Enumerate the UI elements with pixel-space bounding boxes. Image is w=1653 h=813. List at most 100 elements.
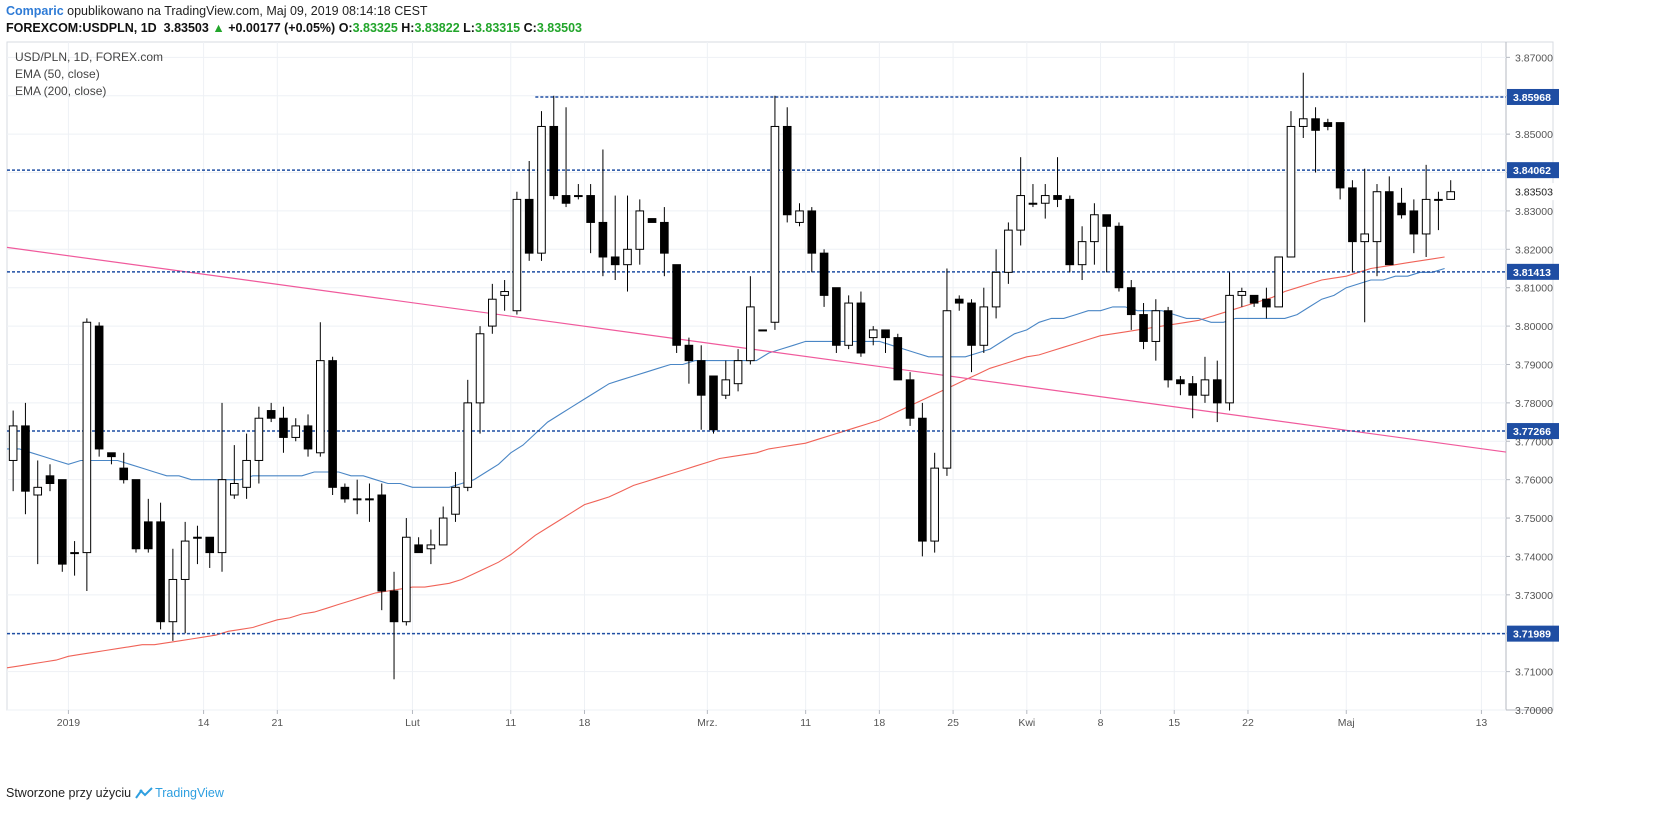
candle-body xyxy=(856,302,866,354)
candle-body xyxy=(1237,291,1247,296)
candle-body xyxy=(254,417,264,461)
price-tick-label: 3.71000 xyxy=(1515,667,1553,679)
candle-body xyxy=(463,402,473,488)
price-tick-label: 3.78000 xyxy=(1515,398,1553,410)
candle-body xyxy=(954,298,964,304)
candle-body xyxy=(180,540,190,580)
candle-body xyxy=(1053,195,1062,200)
candle-body xyxy=(574,195,583,198)
price-tick-label: 3.77000 xyxy=(1515,436,1553,448)
legend-ema200[interactable]: EMA (200, close) xyxy=(15,84,107,98)
candle-body xyxy=(1348,187,1357,243)
price-level-label: 3.85968 xyxy=(1513,92,1551,104)
time-tick-label: 14 xyxy=(198,717,210,729)
price-level-label: 3.77266 xyxy=(1513,426,1551,438)
candle-body xyxy=(844,302,853,346)
candle-body xyxy=(451,486,460,515)
candle-body xyxy=(610,256,620,266)
candle-body xyxy=(291,425,301,438)
low-label: L: xyxy=(463,21,475,35)
candle-body xyxy=(1286,125,1296,258)
candle-body xyxy=(168,578,178,623)
candle-body xyxy=(1409,210,1419,235)
candle-body xyxy=(1176,379,1185,385)
time-tick-label: 22 xyxy=(1242,717,1254,729)
candle-body xyxy=(721,379,731,396)
candle-body xyxy=(1040,195,1050,204)
ema200-line xyxy=(6,256,1445,669)
time-tick-label: Mrz. xyxy=(697,717,717,729)
legend-symbol[interactable]: USD/PLN, 1D, FOREX.com xyxy=(15,50,164,64)
candle-body xyxy=(475,333,485,404)
tradingview-link[interactable]: TradingView xyxy=(155,786,224,800)
candle-body xyxy=(426,544,436,550)
candle-body xyxy=(868,329,878,339)
candle-body xyxy=(107,452,116,458)
candle-body xyxy=(438,517,448,546)
candle-body xyxy=(1225,294,1234,404)
candle-body xyxy=(1077,241,1087,266)
high-label: H: xyxy=(401,21,415,35)
candle-body xyxy=(549,125,559,197)
candle-body xyxy=(1372,191,1382,243)
price-level-tag xyxy=(1507,162,1559,179)
legend-ema50[interactable]: EMA (50, close) xyxy=(15,67,100,81)
candle-body xyxy=(893,337,903,381)
candle-body xyxy=(832,287,841,346)
time-tick-label: 25 xyxy=(947,717,959,729)
candle-body xyxy=(316,360,325,454)
candle-body xyxy=(819,252,829,296)
candle-body xyxy=(807,210,817,254)
footer-credit: Stworzone przy użyciu TradingView xyxy=(6,786,224,802)
candle-body xyxy=(1323,122,1333,127)
candle-body xyxy=(1397,202,1406,216)
time-tick-label: Kwi xyxy=(1018,717,1035,729)
candle-body xyxy=(1200,379,1210,396)
candle-body xyxy=(82,321,92,554)
candle-body xyxy=(709,375,718,431)
candle-body xyxy=(217,479,227,554)
candle-body xyxy=(1163,310,1173,381)
candle-body xyxy=(930,467,939,542)
symbol-line: FOREXCOM:USDPLN, 1D xyxy=(6,21,157,35)
time-tick-label: Maj xyxy=(1338,717,1355,729)
author-link[interactable]: Comparic xyxy=(6,4,64,18)
candle-body xyxy=(918,417,927,542)
candle-body xyxy=(512,198,522,312)
candle-body xyxy=(119,467,129,481)
candle-body xyxy=(1188,383,1197,396)
price-tick-label: 3.81000 xyxy=(1515,283,1553,295)
candle-body xyxy=(905,379,915,419)
candle-body xyxy=(696,360,706,396)
candle-body xyxy=(143,521,153,550)
candle-body xyxy=(193,536,202,539)
candle-body xyxy=(967,302,976,346)
candle-body xyxy=(1434,198,1443,201)
candle-body xyxy=(94,325,104,450)
last-price: 3.83503 xyxy=(163,21,209,35)
price-level-label: 3.71989 xyxy=(1513,629,1551,641)
time-tick-label: 18 xyxy=(874,717,886,729)
candle-body xyxy=(303,425,313,450)
candle-body xyxy=(561,195,571,204)
candle-body xyxy=(33,486,43,496)
published-line: Comparic opublikowano na TradingView.com… xyxy=(6,4,428,18)
candle-body xyxy=(782,125,792,216)
time-tick-label: 2019 xyxy=(57,717,81,729)
price-level-tag xyxy=(1507,625,1559,642)
current-price-label: 3.83503 xyxy=(1515,187,1553,199)
candle-body xyxy=(1114,225,1124,289)
candle-body xyxy=(991,271,1001,308)
candle-body xyxy=(1249,294,1259,304)
candle-body xyxy=(365,498,374,501)
candle-body xyxy=(1446,191,1456,200)
price-tick-label: 3.87000 xyxy=(1515,52,1553,64)
price-tick-label: 3.73000 xyxy=(1515,590,1553,602)
time-tick-label: 8 xyxy=(1098,717,1104,729)
candle-body xyxy=(1139,314,1148,342)
close-value: 3.83503 xyxy=(536,21,583,35)
time-tick-label: 18 xyxy=(579,717,591,729)
price-tick-label: 3.74000 xyxy=(1515,551,1553,563)
candle-body xyxy=(70,552,79,555)
